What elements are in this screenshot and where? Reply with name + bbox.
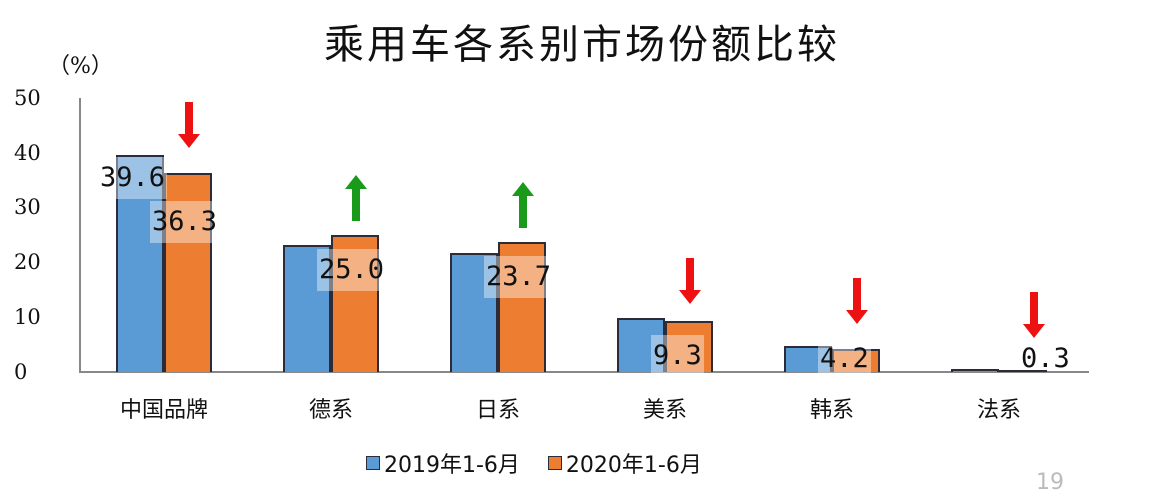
bar-2020 bbox=[331, 235, 379, 372]
y-tick: 50 bbox=[14, 86, 41, 110]
y-tick: 30 bbox=[14, 195, 41, 219]
category-label: 中国品牌 bbox=[119, 398, 208, 423]
value-label-2019: 39.6 bbox=[98, 156, 168, 199]
legend-label-2020: 2020年1-6月 bbox=[565, 453, 702, 478]
category-label: 日系 bbox=[475, 398, 520, 423]
bar-2020 bbox=[665, 321, 713, 372]
x-axis-line bbox=[79, 371, 1089, 373]
bar-2019 bbox=[784, 345, 832, 372]
y-tick: 0 bbox=[14, 360, 28, 384]
legend-swatch-orange-icon bbox=[547, 456, 562, 470]
value-label-2020: 25.0 bbox=[317, 249, 387, 291]
category-label: 德系 bbox=[308, 398, 353, 423]
legend: 2019年1-6月 2020年1-6月 bbox=[366, 447, 702, 479]
y-tick: 40 bbox=[14, 141, 41, 165]
legend-label-2019: 2019年1-6月 bbox=[384, 453, 520, 478]
trend-down-arrow-icon bbox=[1023, 292, 1045, 338]
chart-title: 乘用车各系别市场份额比较 bbox=[324, 22, 840, 68]
value-label-2020: 4.2 bbox=[818, 338, 871, 380]
trend-up-arrow-icon bbox=[345, 175, 367, 221]
trend-down-arrow-icon bbox=[846, 278, 868, 324]
legend-item-2020: 2020年1-6月 bbox=[547, 447, 702, 479]
category-label: 韩系 bbox=[809, 398, 854, 423]
legend-swatch-blue-icon bbox=[366, 456, 380, 470]
value-label-2020: 36.3 bbox=[150, 201, 220, 244]
bar-2019 bbox=[450, 252, 498, 372]
bar-2019 bbox=[116, 154, 164, 372]
y-axis-line bbox=[79, 98, 81, 373]
trend-down-arrow-icon bbox=[178, 102, 200, 148]
bar-2020 bbox=[999, 370, 1047, 372]
y-tick: 10 bbox=[14, 305, 41, 329]
bar-2019 bbox=[283, 244, 331, 372]
y-tick: 20 bbox=[14, 250, 41, 274]
trend-up-arrow-icon bbox=[512, 182, 534, 229]
value-label-2020: 0.3 bbox=[1021, 343, 1070, 374]
value-label-2020: 9.3 bbox=[651, 335, 704, 378]
value-label-2020: 23.7 bbox=[484, 256, 554, 299]
trend-down-arrow-icon bbox=[679, 258, 701, 305]
y-axis-unit: （%） bbox=[48, 54, 113, 79]
bar-2020 bbox=[164, 173, 212, 372]
category-label: 美系 bbox=[642, 398, 687, 423]
legend-item-2019: 2019年1-6月 bbox=[366, 447, 520, 479]
category-label: 法系 bbox=[976, 398, 1021, 423]
bar-2020 bbox=[498, 242, 546, 372]
bar-2019 bbox=[951, 368, 999, 372]
bar-2020 bbox=[832, 348, 880, 372]
page-number: 19 bbox=[1036, 470, 1064, 495]
bar-2019 bbox=[617, 318, 665, 372]
